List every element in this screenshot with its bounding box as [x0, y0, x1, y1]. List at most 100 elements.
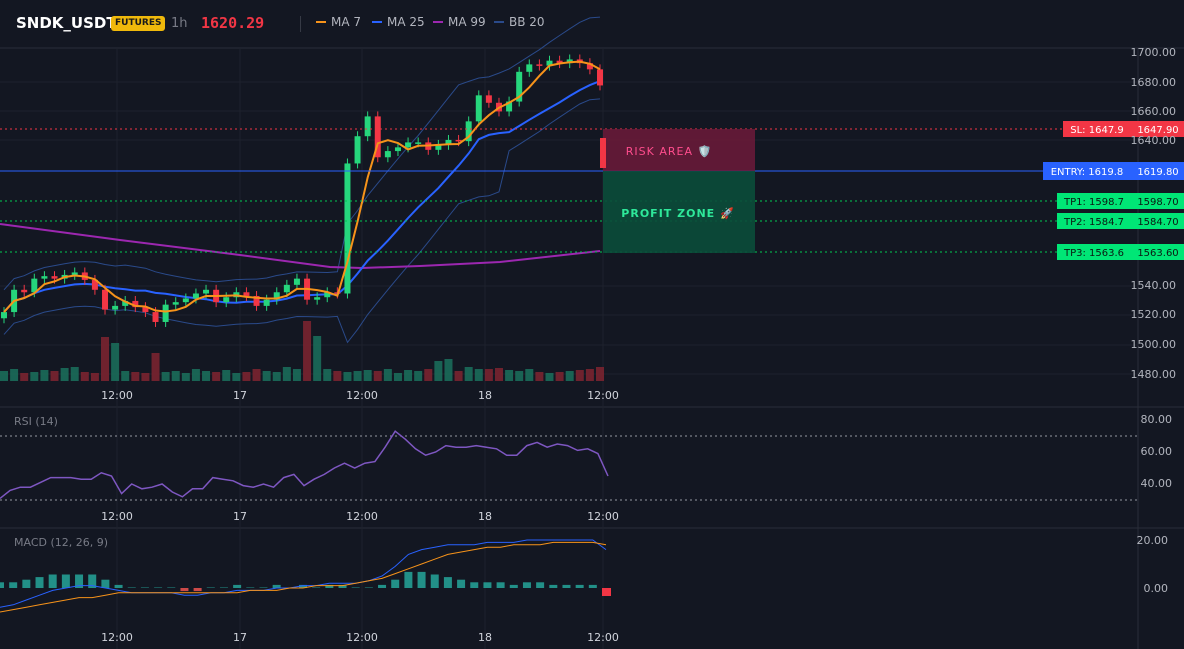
volume-bar — [363, 370, 372, 381]
horizontal-grid — [0, 81, 1138, 375]
candle-body — [283, 284, 290, 293]
legend-bb20[interactable]: BB 20 — [494, 15, 545, 29]
volume-bar — [404, 370, 413, 381]
ma99-swatch — [433, 20, 443, 23]
legend-ma25[interactable]: MA 25 — [372, 15, 425, 29]
macd-hist-bar — [233, 584, 242, 588]
volume-bar — [373, 371, 382, 381]
volume-bar — [464, 367, 473, 381]
macd-title[interactable]: MACD (12, 26, 9) — [14, 536, 108, 549]
candle-body — [273, 292, 280, 300]
sl-tag-text: SL: 1647.9 — [1070, 125, 1123, 136]
time-label: 17 — [233, 389, 247, 402]
legend-ma7-label: MA 7 — [331, 15, 362, 29]
time-label: 12:00 — [346, 510, 378, 523]
volume-bar — [0, 371, 8, 381]
legend-ma7[interactable]: MA 7 — [316, 15, 361, 29]
candle-body — [475, 95, 482, 122]
volume-bar — [454, 371, 463, 381]
volume-bar — [90, 373, 99, 381]
macd-hist-bar — [272, 584, 281, 588]
macd-hist-bar — [364, 587, 373, 588]
candle-body — [132, 300, 139, 308]
macd-hist-bar — [312, 587, 321, 588]
rsi-tick: 80.00 — [1141, 413, 1173, 426]
tp2-tag — [1057, 213, 1132, 229]
candle-body — [364, 116, 371, 137]
candle-body — [182, 298, 189, 303]
volume-bar — [545, 373, 554, 381]
price-tick: 1520.00 — [1131, 308, 1177, 321]
tp2-price-text: 1584.70 — [1137, 217, 1178, 228]
time-axis: 12:00 17 12:00 18 12:00 12:00 17 12:00 18 12:00 12… — [101, 389, 619, 644]
last-price: 1620.29 — [201, 14, 265, 32]
macd-hist-bar — [206, 587, 215, 588]
volume-bar — [252, 369, 261, 381]
legend-ma99[interactable]: MA 99 — [433, 15, 486, 29]
time-label: 12:00 — [346, 389, 378, 402]
risk-area-box[interactable] — [603, 129, 755, 171]
rsi-line — [0, 430, 609, 499]
entry-tag-text: ENTRY: 1619.8 — [1051, 167, 1124, 178]
macd-hist-bar — [75, 574, 84, 588]
macd-hist-bar — [351, 587, 360, 588]
macd-hist-bar — [140, 587, 149, 588]
volume-bar — [292, 369, 301, 381]
candle-body — [546, 60, 553, 66]
volume-bar — [484, 369, 493, 381]
candle-body — [91, 279, 98, 290]
volume-bars — [0, 321, 604, 381]
price-tick: 1500.00 — [1131, 338, 1177, 351]
volume-bar — [333, 371, 342, 381]
candlesticks — [1, 54, 603, 327]
timeframe-label[interactable]: 1h — [171, 16, 188, 31]
macd-tick: 20.00 — [1137, 534, 1169, 547]
macd-hist-bar — [562, 584, 571, 588]
risk-area-marker — [600, 138, 606, 168]
candle-body — [142, 307, 149, 313]
rsi-title[interactable]: RSI (14) — [14, 415, 58, 428]
price-axis[interactable]: 1700.00 1680.00 1660.00 1640.00 1540.00 1520.… — [1131, 46, 1177, 381]
candle-body — [485, 95, 492, 103]
time-label: 12:00 — [587, 631, 619, 644]
volume-bar — [555, 372, 564, 381]
price-tick: 1540.00 — [1131, 279, 1177, 292]
volume-bar — [30, 372, 39, 381]
candle-body — [465, 121, 472, 142]
volume-bar — [60, 368, 69, 381]
volume-bar — [191, 369, 200, 381]
candle-body — [71, 272, 78, 275]
volume-bar — [282, 367, 291, 381]
macd-hist-bar — [378, 584, 387, 588]
candle-body — [223, 297, 230, 303]
candle-body — [435, 144, 442, 150]
time-label: 17 — [233, 510, 247, 523]
profit-zone-box[interactable] — [603, 171, 755, 253]
volume-bar — [474, 369, 483, 381]
candle-body — [203, 289, 210, 294]
macd-hist-bar — [588, 584, 597, 588]
price-tick: 1660.00 — [1131, 105, 1177, 118]
time-label: 18 — [478, 510, 492, 523]
volume-bar — [414, 371, 423, 381]
macd-hist-bar — [246, 587, 255, 588]
symbol-name[interactable]: SNDK_USDT — [16, 14, 117, 32]
macd-hist-bar — [496, 582, 505, 588]
macd-hist-bar — [114, 584, 123, 588]
macd-axis: 20.00 0.00 — [1137, 534, 1169, 595]
volume-bar — [20, 373, 29, 381]
candle-body — [384, 151, 391, 158]
candle-body — [41, 276, 48, 279]
entry-tag — [1043, 162, 1132, 180]
time-label: 18 — [478, 389, 492, 402]
volume-bar — [565, 371, 574, 381]
time-label: 17 — [233, 631, 247, 644]
volume-bar — [424, 369, 433, 381]
volume-bar — [393, 373, 402, 381]
candle-body — [394, 147, 401, 152]
macd-hist-bar — [549, 584, 558, 588]
macd-signal-line — [0, 541, 607, 613]
volume-bar — [535, 372, 544, 381]
chart-header: SNDK_USDT FUTURES 1h 1620.29 MA 7 MA 25 … — [0, 0, 1184, 48]
